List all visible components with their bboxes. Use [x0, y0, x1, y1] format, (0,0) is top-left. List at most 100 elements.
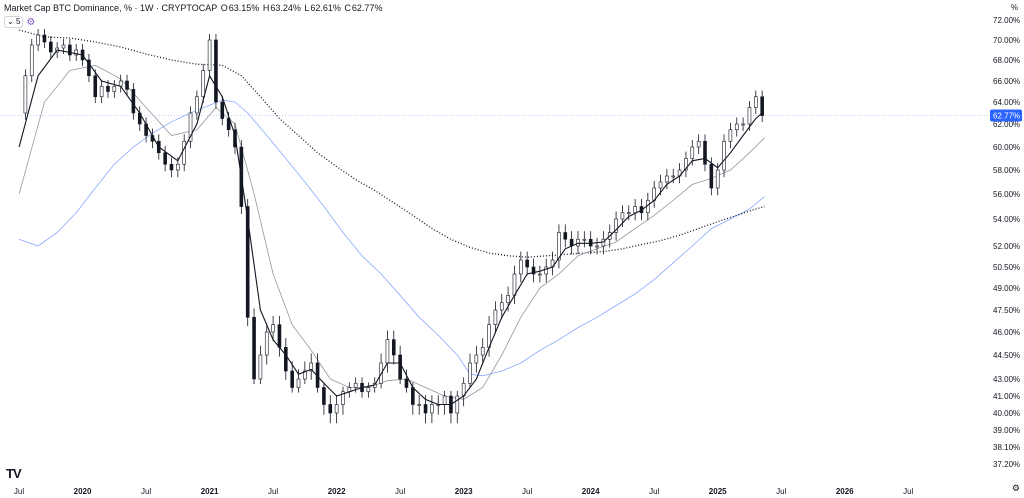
candle-body [620, 212, 625, 220]
x-tick-label: Jul [141, 487, 151, 496]
candle-body [531, 266, 536, 275]
candle-body [506, 295, 510, 303]
candle-body [658, 181, 663, 189]
candle-body [633, 206, 637, 214]
ma-blue-line [18, 99, 765, 377]
y-tick-label: 38.10% [993, 443, 1020, 452]
candle-body [188, 112, 193, 142]
indicator-settings-icon[interactable]: ⚙ [26, 16, 36, 28]
candle-body [245, 206, 250, 318]
candle-body [182, 140, 186, 165]
settings-gear-icon[interactable]: ⚙ [1011, 483, 1020, 493]
candle-body [747, 107, 752, 125]
candle-body [214, 39, 218, 103]
x-tick-label: Jul [649, 487, 659, 496]
x-tick-label: 2022 [328, 487, 346, 496]
candle-body [525, 259, 529, 268]
x-tick-label: 2026 [836, 487, 854, 496]
candle-body [68, 44, 72, 56]
candle-body [284, 347, 288, 372]
candle-body [576, 238, 580, 247]
candle-body [404, 378, 409, 388]
candle-body [474, 354, 479, 364]
x-tick-label: Jul [14, 487, 24, 496]
candle-body [512, 273, 517, 296]
y-tick-label: 47.50% [993, 306, 1020, 315]
y-tick-label: 70.00% [993, 36, 1020, 45]
candle-body [201, 70, 206, 98]
x-tick-label: Jul [268, 487, 278, 496]
candle-body [99, 85, 104, 98]
candle-body [163, 152, 167, 165]
candle-body [544, 266, 549, 275]
candle-body [696, 140, 701, 148]
y-tick-label: 43.00% [993, 375, 1020, 384]
candle-body [442, 395, 447, 405]
candle-body [760, 96, 764, 116]
candle-body [582, 238, 587, 241]
candle-body [715, 169, 720, 189]
y-tick-label: 72.00% [993, 16, 1020, 25]
x-tick-label: Jul [395, 487, 405, 496]
candle-body [690, 146, 695, 159]
candle-body [411, 387, 415, 405]
indicator-row: ⌄ 5 ⚙ [4, 16, 35, 28]
candle-body [468, 362, 472, 384]
candle-body [499, 302, 504, 311]
candle-body [480, 347, 485, 356]
symbol-title[interactable]: Market Cap BTC Dominance, % · 1W · CRYPT… [4, 3, 218, 13]
y-tick-label: 39.00% [993, 426, 1020, 435]
ohlc-open-value: 63.15% [228, 3, 260, 13]
candle-body [87, 59, 91, 77]
candle-body [665, 175, 669, 183]
ma-fast-line [18, 49, 763, 406]
ohlc-low-value: 62.61% [310, 3, 341, 13]
candle-body [93, 75, 98, 98]
candle-body [23, 75, 28, 114]
candle-body [734, 123, 739, 131]
candle-body [61, 44, 66, 49]
y-tick-label: 62.00% [993, 120, 1020, 129]
candle-body [220, 101, 225, 119]
y-tick-label: 41.00% [993, 392, 1020, 401]
candle-body [417, 404, 421, 406]
x-tick-label: 2021 [201, 487, 219, 496]
scale-unit-label: % [1010, 3, 1018, 12]
candle-body [391, 339, 396, 356]
candle-body [271, 324, 275, 333]
candle-body [29, 44, 34, 77]
candle-body [131, 89, 136, 114]
candle-body [341, 391, 345, 405]
tradingview-logo-icon[interactable]: TV [6, 466, 22, 481]
candle-body [754, 96, 758, 108]
x-tick-label: 2020 [74, 487, 92, 496]
candle-body [252, 317, 256, 380]
y-tick-label: 49.00% [993, 284, 1020, 293]
candle-body [334, 404, 339, 414]
indicator-count: 5 [15, 17, 21, 26]
candle-body [366, 387, 371, 393]
x-tick-label: 2025 [709, 487, 727, 496]
candle-body [614, 218, 618, 233]
candle-body [258, 354, 263, 380]
candle-body [569, 238, 574, 247]
y-tick-label: 50.50% [993, 263, 1020, 272]
candle-body [430, 404, 434, 414]
candle-body [207, 39, 212, 71]
candle-body [303, 370, 307, 380]
candle-body [671, 175, 676, 178]
y-tick-label: 44.50% [993, 351, 1020, 360]
candle-body [595, 245, 599, 248]
candle-body [398, 354, 402, 380]
candle-body [703, 140, 707, 165]
candle-body [722, 140, 726, 171]
indicator-collapse-button[interactable]: ⌄ 5 [4, 16, 24, 28]
y-tick-label: 37.20% [993, 460, 1020, 469]
candle-body [322, 387, 326, 405]
ohlc-close-value: 62.77% [351, 3, 383, 13]
candle-body [563, 232, 568, 240]
candle-body [169, 163, 174, 171]
candle-body [557, 232, 561, 261]
